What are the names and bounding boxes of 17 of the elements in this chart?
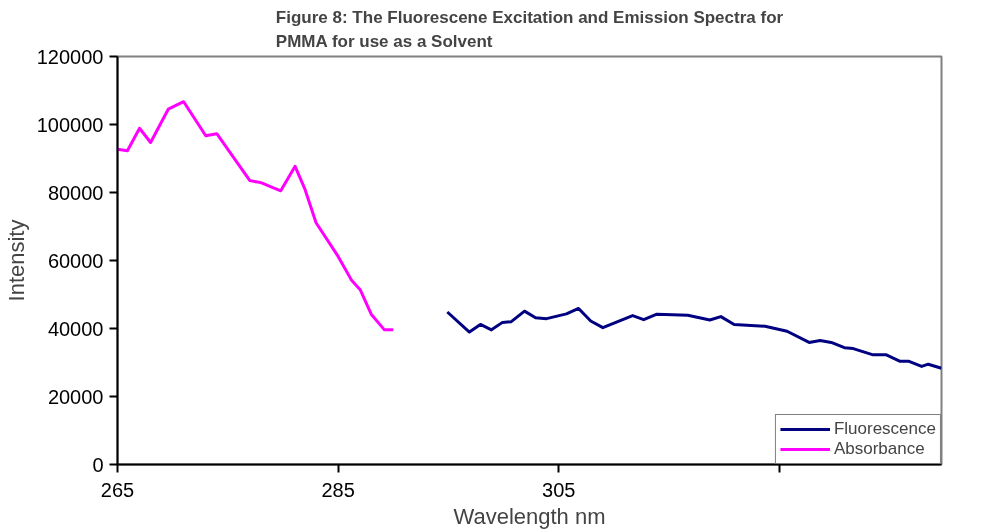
legend-label: Fluorescence xyxy=(833,419,936,439)
y-tick-label: 60000 xyxy=(47,249,104,272)
y-tick-label: 20000 xyxy=(47,385,104,408)
y-tick-label: 100000 xyxy=(36,113,104,136)
y-axis-title: Intensity xyxy=(3,219,29,302)
line-series xyxy=(445,306,942,370)
chart-title: Figure 8: The Fluorescene Excitation and Emission Spectra for PMMA for use as a Solvent xyxy=(275,7,784,52)
y-tick-label: 0 xyxy=(92,453,104,476)
legend-label: Absorbance xyxy=(833,439,925,459)
x-tick-label: 265 xyxy=(100,478,135,501)
x-tick-label: 285 xyxy=(321,478,355,501)
y-tick-label: 40000 xyxy=(47,317,104,340)
y-tick-label: 80000 xyxy=(47,181,104,204)
x-axis-title: Wavelength nm xyxy=(453,503,606,529)
x-tick-label: 305 xyxy=(542,478,576,501)
line-series xyxy=(117,100,395,332)
y-tick-label: 120000 xyxy=(36,45,104,68)
